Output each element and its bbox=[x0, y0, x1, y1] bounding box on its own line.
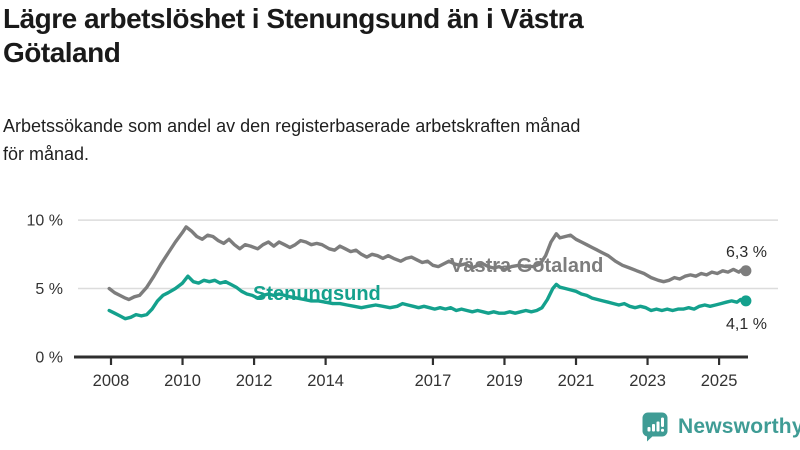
newsworthy-logo: Newsworthy bbox=[642, 412, 800, 442]
y-tick-label-0: 0 % bbox=[35, 350, 63, 367]
end-value-stenungsund: 4,1 % bbox=[726, 316, 767, 333]
end-dot-v-stra-g-taland bbox=[740, 265, 752, 277]
series-label-vastra-gotaland: Västra Götaland bbox=[450, 255, 603, 277]
y-tick-label-10: 10 % bbox=[27, 213, 63, 230]
end-dot-stenungsund bbox=[740, 295, 752, 307]
chart-subtitle: Arbetssökande som andel av den registerb… bbox=[3, 112, 793, 168]
newsworthy-logo-icon bbox=[642, 412, 668, 442]
x-axis: 2008 2010 2012 2014 2017 2019 2021 2023 2025 bbox=[74, 355, 748, 390]
series-line-v-stra-g-taland bbox=[107, 225, 748, 302]
newsworthy-logo-text: Newsworthy bbox=[678, 415, 800, 438]
x-tick-label: 2008 bbox=[93, 372, 130, 390]
x-tick-label: 2017 bbox=[415, 372, 452, 390]
chart-subtitle-line1: Arbetssökande som andel av den registerb… bbox=[3, 116, 581, 136]
page-title: Lägre arbetslöshet i Stenungsund än i Vä… bbox=[3, 2, 783, 70]
y-tick-label-5: 5 % bbox=[35, 281, 63, 298]
x-tick-label: 2023 bbox=[629, 372, 666, 390]
x-tick-label: 2019 bbox=[486, 372, 523, 390]
chart-subtitle-line2: för månad. bbox=[3, 144, 90, 164]
end-value-labels: 6,3 % 4,1 % bbox=[726, 244, 767, 333]
x-tick-label: 2014 bbox=[307, 372, 344, 390]
gridlines bbox=[78, 219, 778, 290]
series-end-dots bbox=[740, 265, 752, 307]
page-title-line2: Götaland bbox=[3, 37, 121, 68]
x-tick-label: 2021 bbox=[558, 372, 595, 390]
x-tick-label: 2012 bbox=[236, 372, 273, 390]
series-lines bbox=[107, 225, 748, 321]
line-chart: 2008 2010 2012 2014 2017 2019 2021 2023 2025 10 … bbox=[27, 213, 778, 390]
x-tick-label: 2025 bbox=[701, 372, 738, 390]
end-value-vastra-gotaland: 6,3 % bbox=[726, 244, 767, 261]
series-labels: Västra Götaland Stenungsund bbox=[253, 255, 603, 305]
x-tick-label: 2010 bbox=[164, 372, 201, 390]
series-line-stenungsund bbox=[107, 274, 748, 321]
series-label-stenungsund: Stenungsund bbox=[253, 283, 381, 305]
y-axis-labels: 10 % 5 % 0 % bbox=[27, 213, 63, 367]
page-title-line1: Lägre arbetslöshet i Stenungsund än i Vä… bbox=[3, 3, 584, 34]
